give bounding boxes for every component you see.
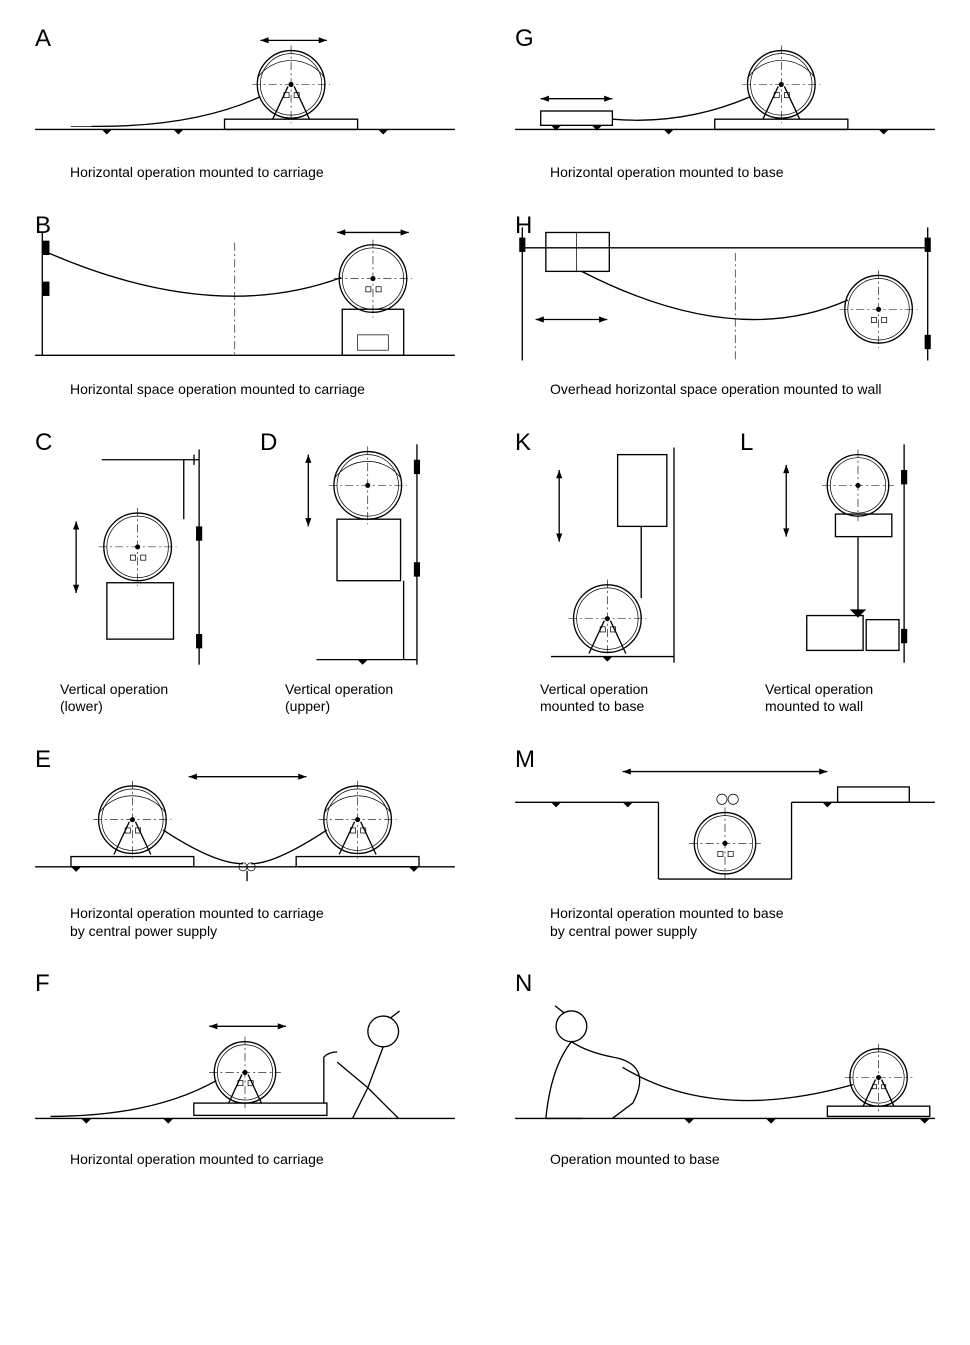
- diagram-grid: A Horizontal operation mounted to carria…: [30, 25, 940, 1198]
- drawing-M: [510, 746, 940, 900]
- caption: Overhead horizontal space operation moun…: [510, 375, 940, 419]
- caption: Horizontal operation mounted to base by …: [510, 899, 940, 960]
- panel-CD: C: [30, 429, 460, 746]
- caption: Horizontal operation mounted to carriage…: [30, 899, 460, 960]
- panel-letter: E: [35, 746, 51, 774]
- drawing-F: [30, 970, 460, 1144]
- panel-letter: L: [740, 429, 753, 457]
- drawing-C: [30, 429, 235, 675]
- caption: Horizontal space operation mounted to ca…: [30, 375, 460, 419]
- caption: Horizontal operation mounted to base: [510, 158, 940, 202]
- drawing-N: [510, 970, 940, 1144]
- drawing-B: [30, 212, 460, 376]
- caption: Horizontal operation mounted to carriage: [30, 158, 460, 202]
- panel-letter: F: [35, 970, 50, 998]
- panel-B: B Horizontal space operation mounted to …: [30, 212, 460, 429]
- panel-A: A Horizontal operation mounted to carria…: [30, 25, 460, 212]
- panel-KL: K Vertical: [510, 429, 940, 746]
- panel-letter: K: [515, 429, 531, 457]
- drawing-K: [510, 429, 715, 675]
- caption: Vertical operation (upper): [255, 675, 460, 736]
- caption: Operation mounted to base: [510, 1145, 940, 1189]
- panel-letter: D: [260, 429, 277, 457]
- panel-letter: M: [515, 746, 535, 774]
- caption: Vertical operation mounted to base: [510, 675, 715, 736]
- panel-F: F: [30, 970, 460, 1198]
- caption: Horizontal operation mounted to carriage: [30, 1145, 460, 1189]
- panel-letter: G: [515, 25, 534, 53]
- drawing-L: [735, 429, 940, 675]
- drawing-E: [30, 746, 460, 900]
- drawing-A: [30, 25, 460, 158]
- drawing-H: [510, 212, 940, 376]
- caption: Vertical operation mounted to wall: [735, 675, 940, 736]
- panel-E: E: [30, 746, 460, 971]
- panel-G: G Horizontal operation mounted to base: [510, 25, 940, 212]
- panel-letter: B: [35, 212, 51, 240]
- panel-letter: N: [515, 970, 532, 998]
- panel-letter: C: [35, 429, 52, 457]
- panel-H: H Overhead horizontal space ope: [510, 212, 940, 429]
- drawing-G: [510, 25, 940, 158]
- caption: Vertical operation (lower): [30, 675, 235, 736]
- panel-letter: A: [35, 25, 51, 53]
- panel-N: N Operation mounted to base: [510, 970, 940, 1198]
- panel-letter: H: [515, 212, 532, 240]
- panel-M: M Horizontal operation mounted to base b…: [510, 746, 940, 971]
- drawing-D: [255, 429, 460, 675]
